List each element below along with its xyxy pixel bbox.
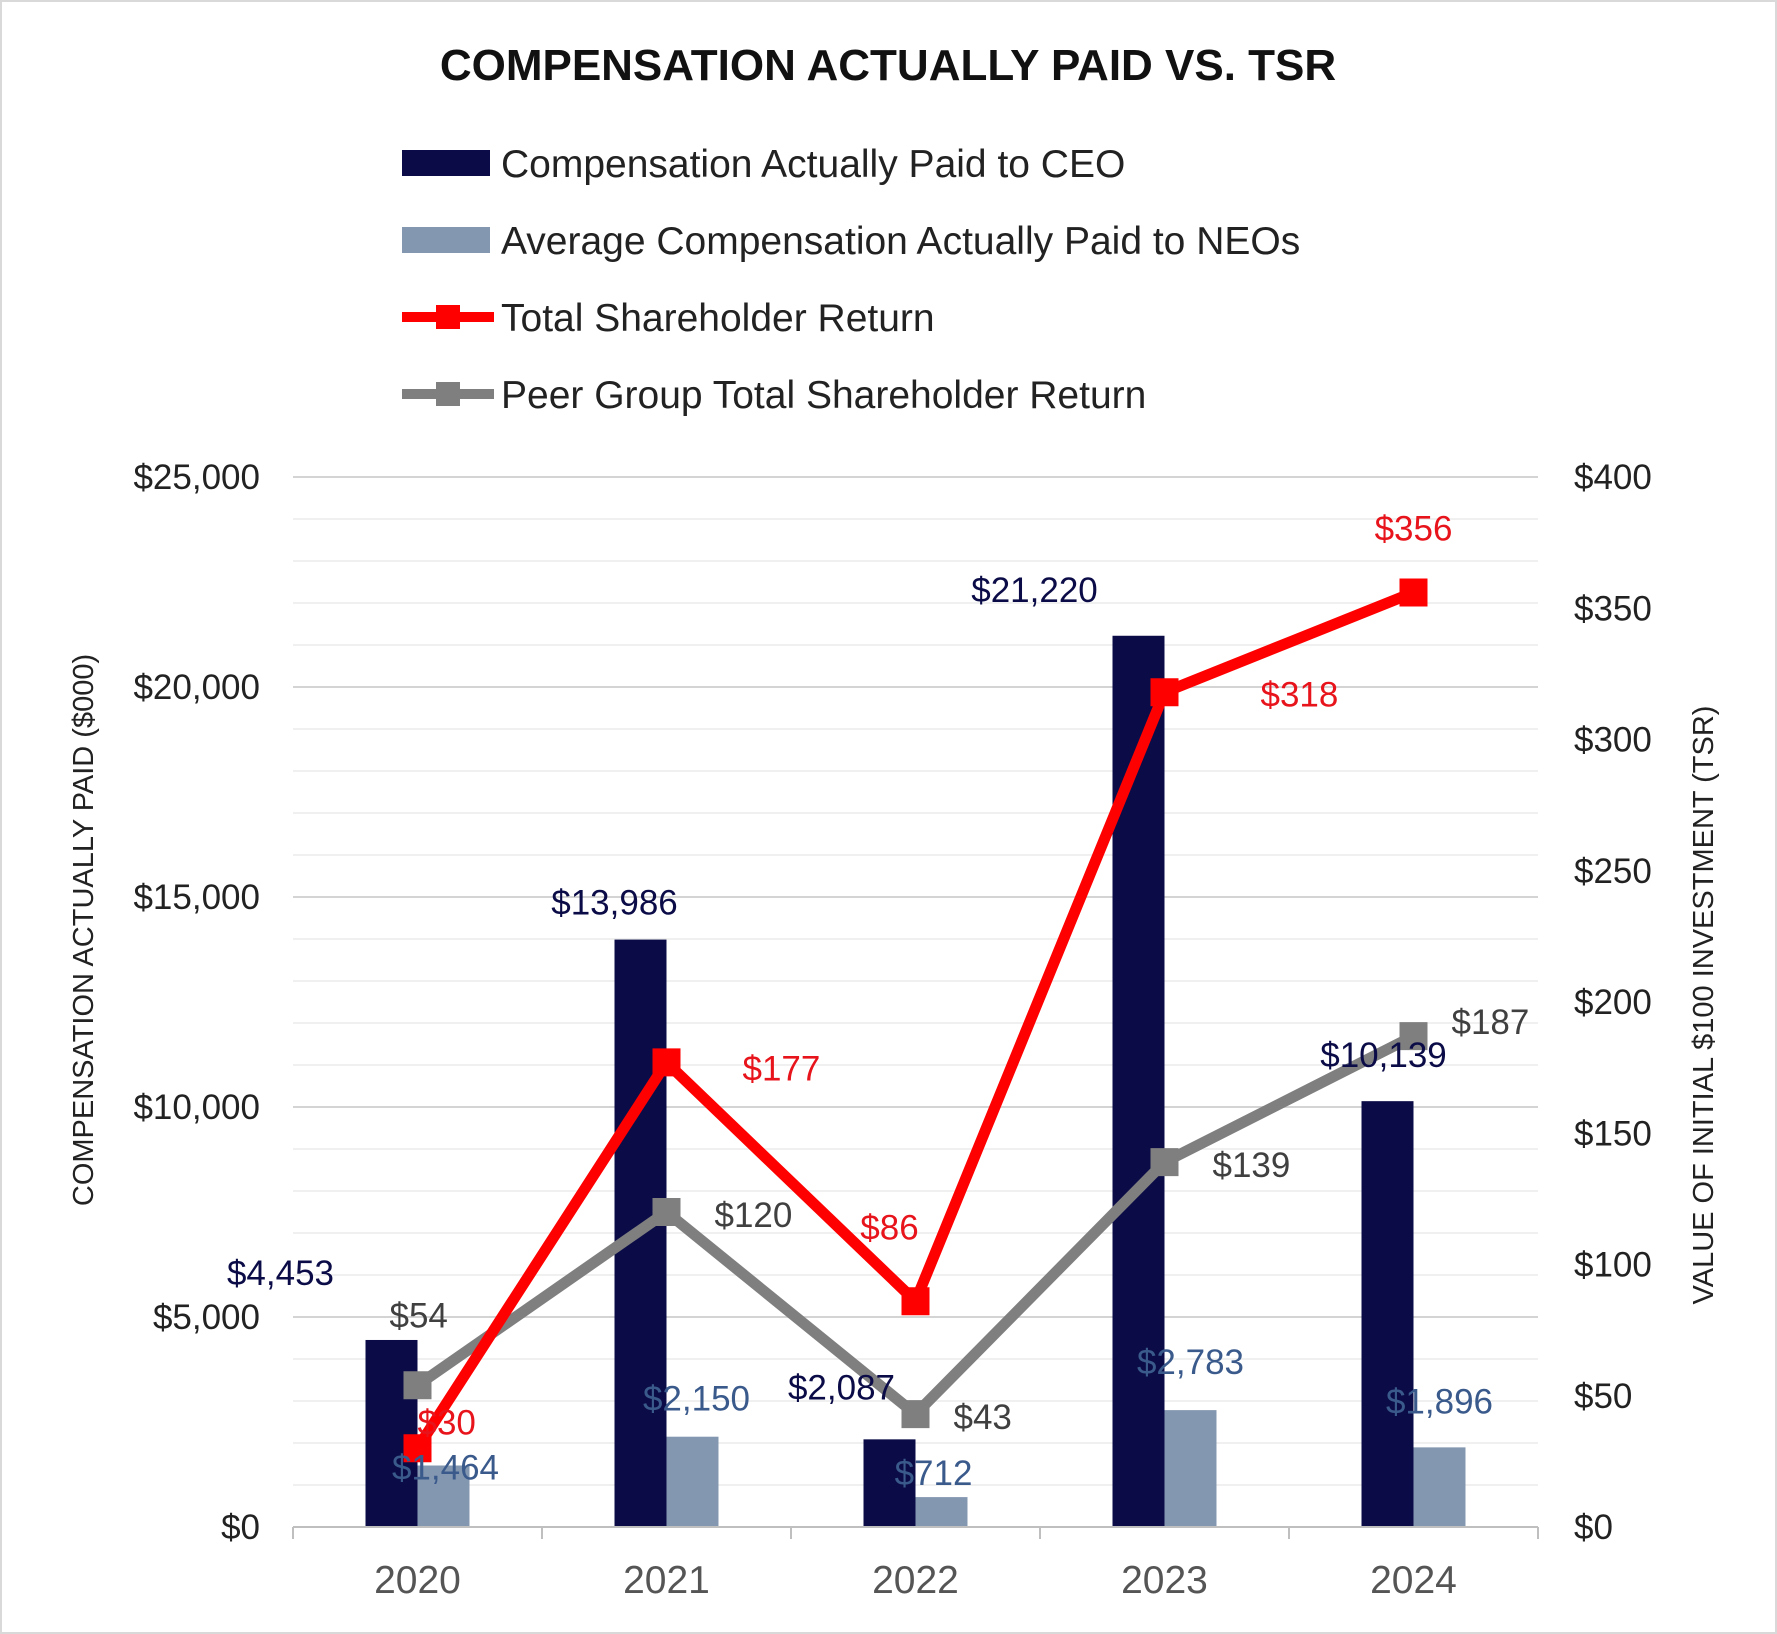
bar-ceo xyxy=(365,1339,418,1527)
y-axis-title: COMPENSATION ACTUALLY PAID ($000) xyxy=(68,654,100,1206)
marker-tsr xyxy=(901,1287,930,1316)
y2-tick-label: $200 xyxy=(1574,983,1652,1022)
axes: $0 $5,000 $10,000 $15,000 $20,000 $25,000 $0 $5… xyxy=(133,458,1651,1602)
x-tick-label: 2024 xyxy=(1370,1559,1457,1602)
y2-tick-label: $250 xyxy=(1574,852,1652,891)
y-tick-label: $10,000 xyxy=(133,1088,260,1127)
data-label-peer: $54 xyxy=(390,1296,448,1335)
x-tick-label: 2023 xyxy=(1121,1559,1208,1602)
data-label-ceo: $4,453 xyxy=(227,1254,334,1293)
data-label-ceo: $10,139 xyxy=(1320,1036,1447,1075)
y-tick-label: $0 xyxy=(221,1508,260,1547)
data-label-tsr: $86 xyxy=(860,1208,918,1247)
legend-label-tsr: Total Shareholder Return xyxy=(501,297,935,340)
data-label-neo: $1,896 xyxy=(1386,1382,1493,1421)
legend-marker-tsr xyxy=(436,305,460,329)
lines xyxy=(403,578,1428,1463)
legend: Compensation Actually Paid to CEO Average… xyxy=(402,143,1300,417)
bars xyxy=(365,635,1466,1527)
data-label-tsr: $318 xyxy=(1261,675,1339,714)
y-tick-label: $25,000 xyxy=(133,458,260,497)
data-label-peer: $43 xyxy=(954,1398,1012,1437)
data-label-tsr: $177 xyxy=(743,1049,821,1088)
bar-ceo xyxy=(1361,1101,1414,1527)
data-label-peer: $120 xyxy=(715,1196,793,1235)
bar-neo xyxy=(666,1436,719,1527)
marker-peer-tsr xyxy=(901,1400,930,1429)
data-label-ceo: $13,986 xyxy=(551,884,678,923)
data-label-tsr: $30 xyxy=(418,1403,476,1442)
y2-tick-label: $100 xyxy=(1574,1246,1652,1285)
y2-tick-label: $300 xyxy=(1574,721,1652,760)
y2-tick-label: $350 xyxy=(1574,589,1652,628)
chart-title: COMPENSATION ACTUALLY PAID VS. TSR xyxy=(440,41,1336,90)
y-tick-label: $15,000 xyxy=(133,878,260,917)
y-tick-label: $20,000 xyxy=(133,668,260,707)
x-tick-label: 2021 xyxy=(623,1559,710,1602)
y2-tick-label: $400 xyxy=(1574,458,1652,497)
data-label-neo: $2,783 xyxy=(1137,1343,1244,1382)
gridlines xyxy=(293,476,1538,1486)
bar-neo xyxy=(417,1465,470,1527)
marker-peer-tsr xyxy=(1399,1022,1428,1051)
y2-tick-label: $0 xyxy=(1574,1508,1613,1547)
bar-ceo xyxy=(863,1439,916,1527)
data-label-ceo: $21,220 xyxy=(971,571,1098,610)
y2-tick-label: $50 xyxy=(1574,1377,1632,1416)
data-label-neo: $2,150 xyxy=(643,1380,750,1419)
marker-tsr xyxy=(1150,678,1179,707)
legend-swatch-neo xyxy=(402,227,490,253)
data-label-tsr: $356 xyxy=(1375,510,1453,549)
marker-tsr xyxy=(403,1434,432,1463)
marker-peer-tsr xyxy=(652,1198,681,1226)
y-tick-label: $5,000 xyxy=(153,1298,260,1337)
y2-axis-title: VALUE OF INITIAL $100 INVESTMENT (TSR) xyxy=(1688,706,1720,1305)
marker-tsr xyxy=(652,1048,681,1077)
bar-neo xyxy=(1164,1410,1217,1527)
data-label-neo: $712 xyxy=(895,1454,973,1493)
marker-peer-tsr xyxy=(1150,1148,1179,1177)
y2-tick-label: $150 xyxy=(1574,1114,1652,1153)
data-label-neo: $1,464 xyxy=(392,1449,499,1488)
bar-neo xyxy=(1413,1447,1466,1527)
legend-label-neo: Average Compensation Actually Paid to NE… xyxy=(501,220,1300,263)
legend-label-peer-tsr: Peer Group Total Shareholder Return xyxy=(501,374,1146,417)
legend-marker-peer-tsr xyxy=(436,382,460,406)
line-tsr xyxy=(412,587,1416,1452)
x-tick-label: 2020 xyxy=(374,1559,461,1602)
marker-tsr xyxy=(1399,578,1428,607)
marker-peer-tsr xyxy=(403,1371,432,1400)
bar-neo xyxy=(915,1497,968,1527)
legend-swatch-ceo xyxy=(402,150,490,176)
data-label-peer: $187 xyxy=(1452,1003,1530,1042)
data-label-peer: $139 xyxy=(1213,1146,1291,1185)
legend-label-ceo: Compensation Actually Paid to CEO xyxy=(501,143,1125,186)
data-labels: $4,453 $13,986 $2,087 $21,220 $10,139 $1,464 $… xyxy=(227,510,1529,1494)
x-tick-label: 2022 xyxy=(872,1559,959,1602)
data-label-ceo: $2,087 xyxy=(788,1368,895,1407)
